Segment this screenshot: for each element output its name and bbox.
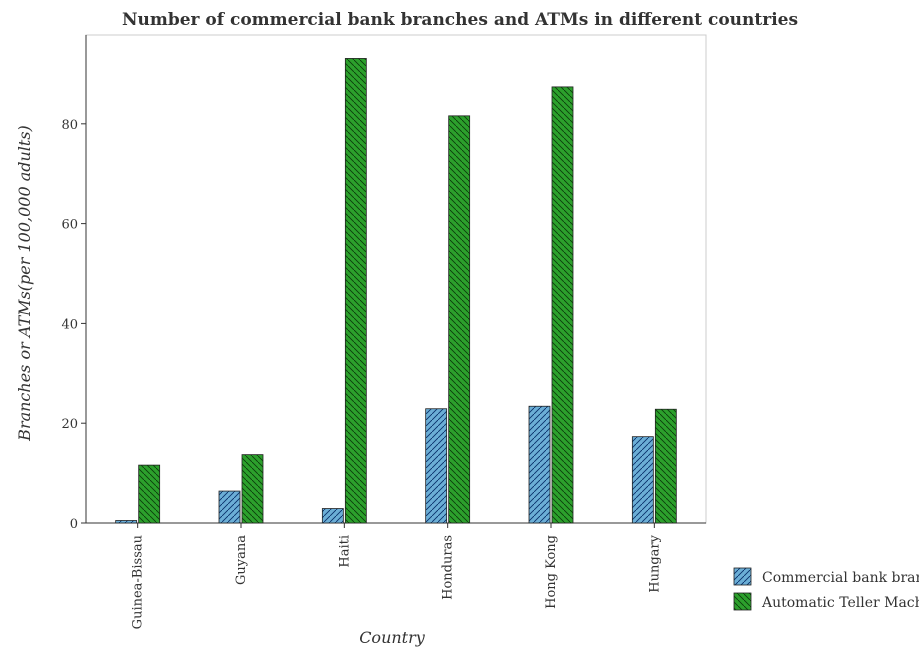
legend-label: Commercial bank branches — [762, 570, 919, 586]
x-tick-label: Hong Kong — [544, 535, 559, 609]
bar-branches — [631, 436, 654, 524]
bar-atm — [448, 115, 471, 524]
legend-label: Automatic Teller Machines — [761, 595, 919, 611]
bar-branches — [218, 490, 241, 524]
x-tick-label: Haiti — [337, 535, 352, 568]
legend-swatch — [733, 567, 752, 586]
y-tick-label: 40 — [61, 317, 78, 332]
y-tick-label: 60 — [61, 218, 78, 233]
bar-branches — [425, 408, 448, 524]
bar-atm — [138, 464, 161, 524]
x-axis-label: Country — [359, 628, 426, 647]
x-tick-label: Guyana — [234, 535, 249, 585]
bar-atm — [654, 408, 677, 524]
y-tick-label: 80 — [61, 118, 78, 133]
chart-title: Number of commercial bank branches and A… — [122, 10, 798, 30]
y-tick-label: 20 — [61, 417, 78, 432]
bar-atm — [551, 86, 574, 524]
bar-branches — [321, 508, 344, 524]
y-tick-label: 0 — [70, 517, 78, 532]
bar-atm — [344, 58, 367, 524]
plot-area: 0 20 40 60 80 Guinea-Bissau Guyana Haiti Hondura… — [61, 34, 707, 629]
plot-frame — [85, 34, 707, 524]
bar-branches — [115, 520, 138, 524]
y-axis-label: Branches or ATMs(per 100,000 adults) — [15, 125, 34, 442]
bar-atm — [241, 454, 264, 524]
x-tick-label: Honduras — [441, 535, 456, 600]
legend-swatch — [733, 592, 752, 611]
x-tick-label: Hungary — [647, 534, 662, 592]
bar-branches — [528, 405, 551, 524]
x-tick-label: Guinea-Bissau — [131, 535, 146, 629]
legend: Commercial bank branches Automatic Teller… — [733, 567, 919, 611]
